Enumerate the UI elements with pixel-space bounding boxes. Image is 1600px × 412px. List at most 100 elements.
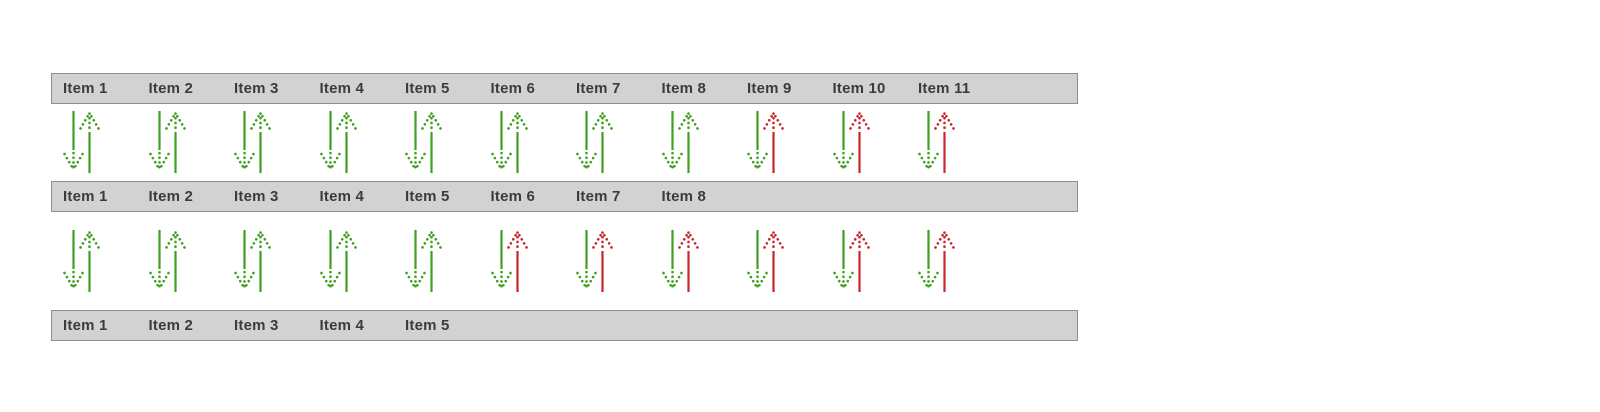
header-label: Item 7 [576,187,621,205]
header-cell[interactable]: Item 3 [223,317,309,335]
up-arrow-icon [164,111,186,173]
sort-arrows-icon[interactable] [62,109,100,175]
up-arrow-icon [335,111,357,173]
header-cell[interactable]: Item 11 [907,80,993,98]
sort-arrows-icon[interactable] [917,228,955,294]
header-cell[interactable]: Item 2 [138,317,224,335]
header-cell[interactable]: Item 9 [736,80,822,98]
up-arrow-icon [934,230,955,292]
header-bar-3: Item 1 Item 2 Item 3 Item 4 Item 5 [51,310,1078,341]
icon-row-2 [51,212,1078,310]
sort-arrows-icon[interactable] [575,109,613,175]
header-label: Item 1 [63,187,108,205]
sort-arrows-icon[interactable] [832,228,870,294]
header-label: Item 4 [319,316,365,334]
header-cell[interactable]: Item 5 [394,80,480,98]
sort-arrows-icon[interactable] [490,228,528,294]
header-label: Item 4 [319,187,365,205]
icon-cell [222,228,308,294]
header-cell[interactable]: Item 4 [309,317,395,335]
sections-container: Item 1 Item 2 Item 3 Item 4 Item 5 Item 6 Item… [51,73,1078,341]
sort-arrows-icon[interactable] [319,228,357,294]
down-arrow-icon [747,111,768,173]
icon-cell [821,228,907,294]
up-arrow-icon [763,230,784,292]
down-arrow-icon [148,230,170,292]
down-arrow-icon [63,230,84,292]
header-cell[interactable]: Item 4 [309,188,395,206]
header-label: Item 5 [405,187,450,205]
sort-arrows-icon[interactable] [661,109,699,175]
sort-arrows-icon[interactable] [62,228,100,294]
sort-arrows-icon[interactable] [404,228,442,294]
icon-cell [222,109,308,175]
header-label: Item 3 [234,187,279,205]
header-cell[interactable]: Item 8 [651,80,737,98]
header-cell[interactable]: Item 10 [822,80,908,98]
icon-cell [51,109,137,175]
up-arrow-icon [677,111,699,173]
icon-cell [906,109,992,175]
sort-arrows-icon[interactable] [575,228,613,294]
up-arrow-icon [250,111,271,173]
sort-arrows-icon[interactable] [746,109,784,175]
header-label: Item 5 [405,316,450,334]
sort-arrows-icon[interactable] [832,109,870,175]
icon-cell [479,228,565,294]
header-cell[interactable]: Item 3 [223,80,309,98]
header-label: Item 5 [405,79,450,97]
up-arrow-icon [421,230,442,292]
sort-arrows-icon[interactable] [490,109,528,175]
icon-cell [393,109,479,175]
header-cell[interactable]: Item 5 [394,317,480,335]
header-cell[interactable]: Item 1 [52,188,138,206]
icon-cell [735,109,821,175]
header-label: Item 9 [747,79,792,97]
up-arrow-icon [934,111,955,173]
header-label: Item 1 [63,79,108,97]
header-cell[interactable]: Item 4 [309,80,395,98]
down-arrow-icon [576,111,597,173]
header-cell[interactable]: Item 6 [480,188,566,206]
up-arrow-icon [848,230,870,292]
sort-arrows-icon[interactable] [661,228,699,294]
header-label: Item 8 [661,79,707,97]
sort-arrows-icon[interactable] [319,109,357,175]
section-3: Item 1 Item 2 Item 3 Item 4 Item 5 [51,310,1078,341]
down-arrow-icon [661,230,683,292]
header-cell[interactable]: Item 2 [138,80,224,98]
header-bar-2: Item 1 Item 2 Item 3 Item 4 Item 5 Item 6 Item… [51,181,1078,212]
up-arrow-icon [592,111,613,173]
sort-arrows-icon[interactable] [148,228,186,294]
header-cell[interactable]: Item 2 [138,188,224,206]
sort-arrows-icon[interactable] [148,109,186,175]
down-arrow-icon [576,230,597,292]
sort-arrows-icon[interactable] [233,228,271,294]
up-arrow-icon [506,230,528,292]
icon-cell [564,109,650,175]
header-cell[interactable]: Item 1 [52,317,138,335]
header-cell[interactable]: Item 8 [651,188,737,206]
header-cell[interactable]: Item 1 [52,80,138,98]
header-label: Item 2 [148,79,194,97]
header-label: Item 7 [576,79,621,97]
sort-arrows-icon[interactable] [404,109,442,175]
header-cell[interactable]: Item 3 [223,188,309,206]
header-cell[interactable]: Item 5 [394,188,480,206]
down-arrow-icon [319,111,341,173]
icon-cell [308,109,394,175]
down-arrow-icon [832,111,854,173]
sort-arrows-icon[interactable] [746,228,784,294]
icon-cell [735,228,821,294]
header-cell[interactable]: Item 6 [480,80,566,98]
down-arrow-icon [319,230,341,292]
header-label: Item 3 [234,316,279,334]
header-label: Item 2 [148,316,194,334]
icon-cell [137,228,223,294]
header-cell[interactable]: Item 7 [565,80,651,98]
sort-arrows-icon[interactable] [917,109,955,175]
header-cell[interactable]: Item 7 [565,188,651,206]
down-arrow-icon [234,111,255,173]
sort-arrows-icon[interactable] [233,109,271,175]
